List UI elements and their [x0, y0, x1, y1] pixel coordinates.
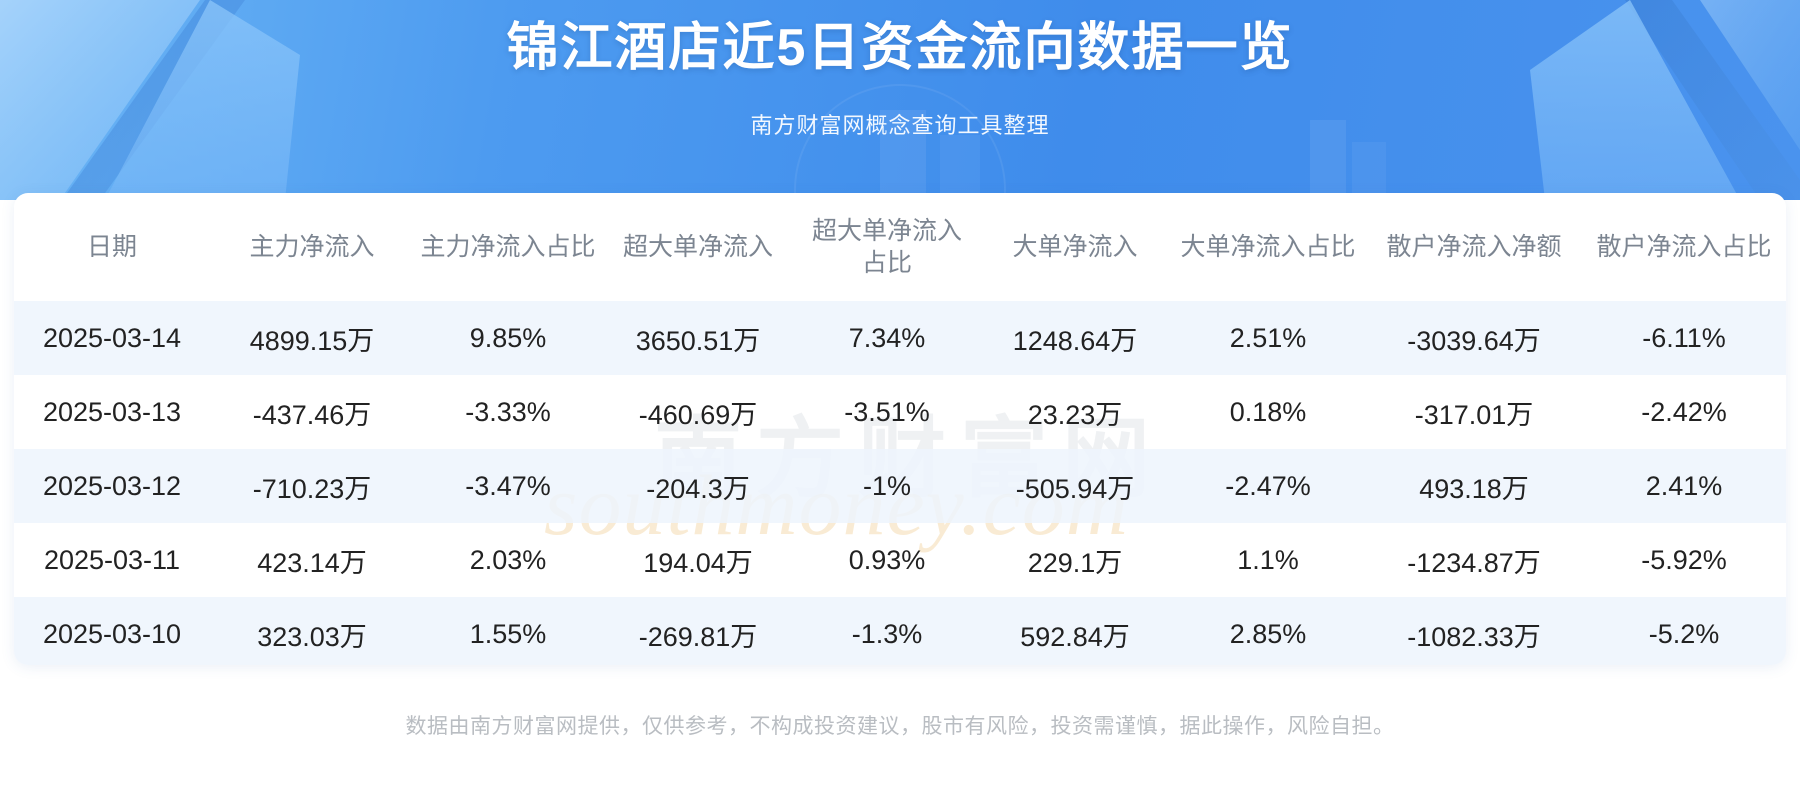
cell-super-pct: -1%: [862, 470, 911, 501]
cell-big-pct: 2.85%: [1229, 618, 1307, 649]
fund-flow-table: 日期 主力净流入 主力净流入占比 超大单净流入 超大单净流入占比 大单净流入 大…: [14, 193, 1786, 665]
cell-main-net: -437.46万: [252, 399, 372, 430]
cell-retail-pct: 2.41%: [1645, 470, 1723, 501]
cell-super-net: 194.04万: [643, 547, 753, 578]
cell-main-net: 423.14万: [257, 547, 367, 578]
table-body: 2025-03-14 4899.15万 9.85% 3650.51万 7.34%…: [14, 301, 1786, 665]
cell-date: 2025-03-11: [43, 544, 181, 575]
col-header-date: 日期: [86, 232, 137, 261]
cell-main-net: -710.23万: [252, 473, 372, 504]
col-header-main-net: 主力净流入: [249, 232, 375, 261]
cell-big-pct: -2.47%: [1225, 470, 1311, 501]
cell-date: 2025-03-14: [42, 322, 182, 353]
header-banner: 锦江酒店近5日资金流向数据一览 南方财富网概念查询工具整理: [0, 0, 1800, 200]
col-header-retail-pct: 散户净流入占比: [1596, 232, 1772, 261]
cell-big-pct: 0.18%: [1229, 396, 1307, 427]
cell-big-net: 23.23万: [1027, 399, 1123, 430]
cell-date: 2025-03-13: [42, 396, 182, 427]
table-header: 日期 主力净流入 主力净流入占比 超大单净流入 超大单净流入占比 大单净流入 大…: [14, 193, 1786, 301]
cell-super-net: -460.69万: [638, 399, 758, 430]
cell-retail-pct: -6.11%: [1642, 322, 1726, 353]
cell-retail-net: -1234.87万: [1407, 547, 1541, 578]
cell-big-pct: 1.1%: [1237, 544, 1299, 575]
cell-retail-net: -3039.64万: [1407, 325, 1541, 356]
cell-big-net: -505.94万: [1015, 473, 1135, 504]
cell-super-pct: 7.34%: [848, 322, 926, 353]
cell-main-net: 323.03万: [257, 621, 367, 652]
cell-main-pct: -3.47%: [465, 470, 551, 501]
col-header-big-pct: 大单净流入占比: [1180, 232, 1356, 261]
cell-super-net: 3650.51万: [635, 325, 761, 356]
cell-big-net: 1248.64万: [1012, 325, 1138, 356]
table-row: 2025-03-12 -710.23万 -3.47% -204.3万 -1% -…: [14, 449, 1786, 523]
cell-retail-net: 493.18万: [1419, 473, 1529, 504]
cell-date: 2025-03-10: [42, 618, 182, 649]
cell-retail-net: -1082.33万: [1407, 621, 1541, 652]
cell-super-pct: 0.93%: [848, 544, 926, 575]
cell-big-pct: 2.51%: [1229, 322, 1307, 353]
table-row: 2025-03-14 4899.15万 9.85% 3650.51万 7.34%…: [14, 301, 1786, 375]
col-header-retail-net: 散户净流入净额: [1386, 232, 1562, 261]
table-row: 2025-03-11 423.14万 2.03% 194.04万 0.93% 2…: [14, 523, 1786, 597]
cell-main-pct: -3.33%: [465, 396, 551, 427]
cell-main-pct: 1.55%: [469, 618, 547, 649]
cell-retail-pct: -2.42%: [1641, 396, 1727, 427]
cell-main-pct: 9.85%: [469, 322, 547, 353]
cell-retail-pct: -5.2%: [1648, 618, 1720, 649]
table-row: 2025-03-10 323.03万 1.55% -269.81万 -1.3% …: [14, 597, 1786, 665]
col-header-super-pct: 超大单净流入占比: [811, 216, 962, 278]
cell-super-pct: -1.3%: [851, 618, 923, 649]
cell-retail-net: -317.01万: [1414, 399, 1534, 430]
cell-big-net: 592.84万: [1020, 621, 1130, 652]
cell-retail-pct: -5.92%: [1641, 544, 1727, 575]
col-header-super-net: 超大单净流入: [622, 232, 773, 261]
cell-main-net: 4899.15万: [249, 325, 375, 356]
page-subtitle: 南方财富网概念查询工具整理: [750, 113, 1050, 138]
data-card: 南方财富网 southmoney.com 日期 主力净流入 主力净流入占比 超大…: [14, 193, 1786, 665]
cell-super-pct: -3.51%: [844, 396, 930, 427]
page-title: 锦江酒店近5日资金流向数据一览: [506, 19, 1294, 77]
cell-main-pct: 2.03%: [469, 544, 547, 575]
table-row: 2025-03-13 -437.46万 -3.33% -460.69万 -3.5…: [14, 375, 1786, 449]
footer-disclaimer: 数据由南方财富网提供，仅供参考，不构成投资建议，股市有风险，投资需谨慎，据此操作…: [405, 715, 1395, 738]
cell-super-net: -269.81万: [638, 621, 758, 652]
table-header-row: 日期 主力净流入 主力净流入占比 超大单净流入 超大单净流入占比 大单净流入 大…: [14, 193, 1786, 301]
col-header-main-pct: 主力净流入占比: [420, 232, 596, 261]
cell-big-net: 229.1万: [1027, 547, 1123, 578]
col-header-big-net: 大单净流入: [1012, 232, 1138, 261]
cell-date: 2025-03-12: [42, 470, 182, 501]
cell-super-net: -204.3万: [646, 473, 750, 504]
